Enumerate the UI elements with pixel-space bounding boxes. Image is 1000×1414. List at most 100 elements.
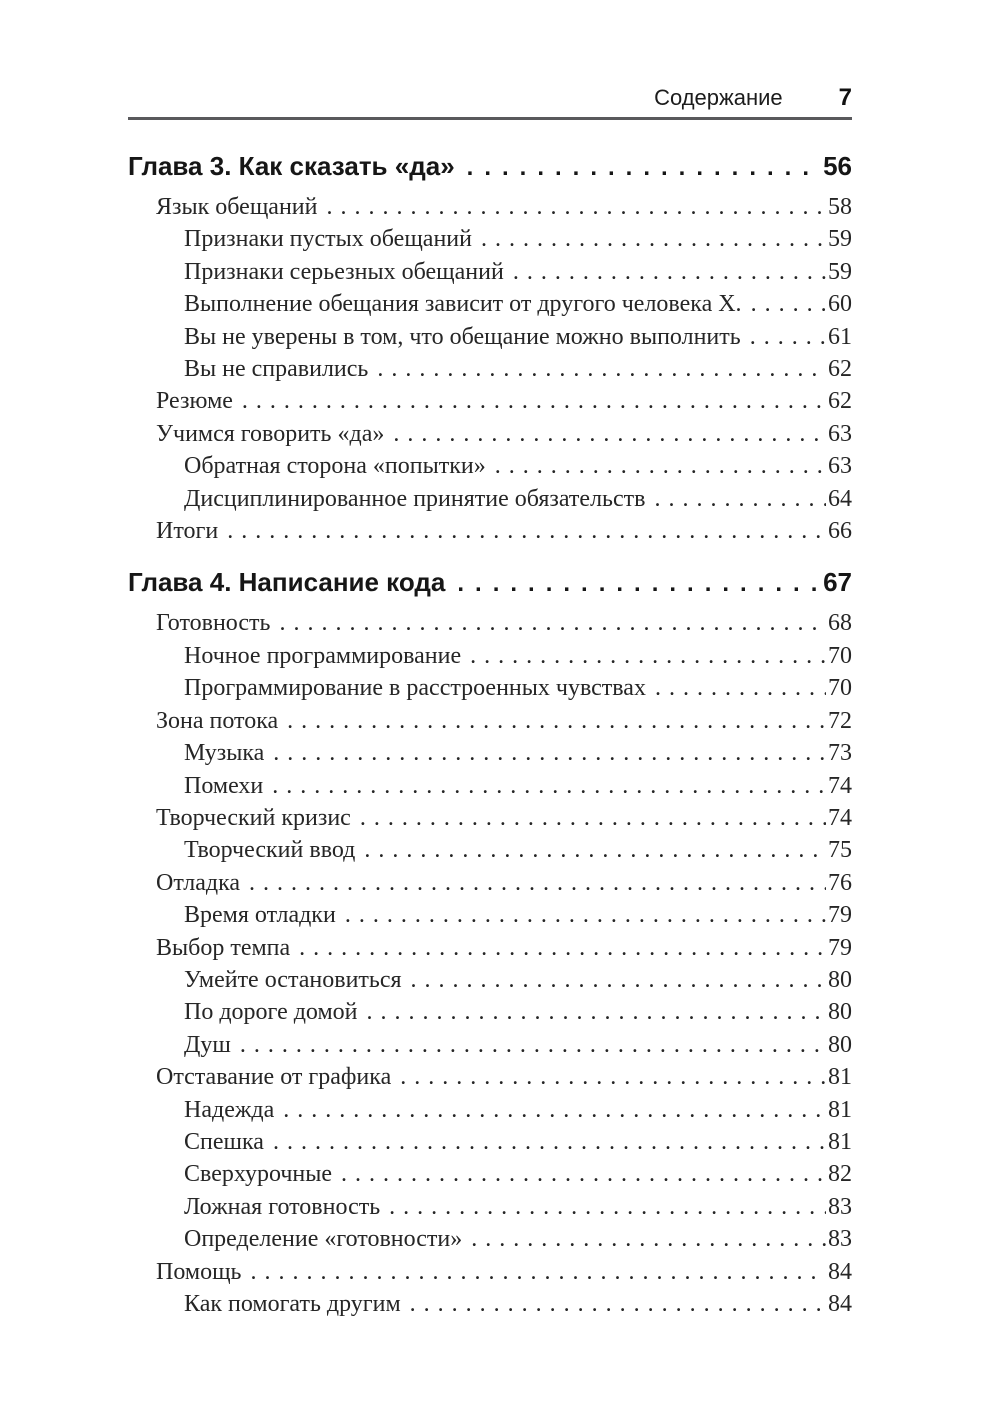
toc-entry-page: 80 [828,999,852,1026]
toc-entry-title: Творческий кризис [156,804,351,831]
toc-entry-page: 59 [828,258,852,285]
toc-chapter-title: Глава 3. Как сказать «да» [128,151,455,181]
toc-entry-page: 81 [828,1128,852,1155]
toc-entry-page: 63 [828,420,852,447]
toc-entry-title: Отставание от графика [156,1064,392,1091]
toc-entry-page: 83 [828,1226,852,1253]
toc-entry-title: Выполнение обещания зависит от другого ч… [184,291,742,318]
toc-entry-title: Дисциплинированное принятие обязательств [184,485,646,512]
dot-leader [251,1256,827,1288]
toc-entry-title: Спешка [184,1128,264,1155]
dot-leader [655,672,826,704]
dot-leader [750,321,826,353]
toc-entry-title: Резюме [156,388,233,415]
toc-entry-page: 61 [828,323,852,350]
dot-leader [364,834,826,866]
toc-entry-row: Спешка 81 [128,1126,852,1158]
toc-entry-row: Язык обещаний 58 [128,191,852,223]
dot-leader [227,515,826,547]
toc-entry-title: Музыка [184,740,265,767]
toc-entry-page: 74 [828,772,852,799]
toc-entry-title: Признаки пустых обещаний [184,226,472,253]
toc-entry-page: 70 [828,642,852,669]
toc-entry-row: Выполнение обещания зависит от другого ч… [128,288,852,320]
toc-entry-row: Обратная сторона «попытки» 63 [128,450,852,482]
toc-entry-title: Программирование в расстроенных чувствах [184,675,646,702]
toc-entry-row: Дисциплинированное принятие обязательств… [128,483,852,515]
toc-entry-page: 63 [828,453,852,480]
dot-leader [272,770,826,802]
toc-entry-row: Творческий ввод 75 [128,834,852,866]
toc-entry-row: Выбор темпа 79 [128,932,852,964]
toc-entry-row: Музыка 73 [128,737,852,769]
toc-entry-title: Помощь [156,1258,242,1285]
dot-leader [273,1126,826,1158]
dot-leader [273,737,826,769]
toc-entry-title: Обратная сторона «попытки» [184,453,486,480]
page-content: Содержание 7 Глава 3. Как сказать «да» 5… [0,0,1000,1320]
toc-entry-title: Ночное программирование [184,642,462,669]
toc-entry-page: 66 [828,518,852,545]
header-rule [128,117,852,120]
dot-leader [360,802,826,834]
toc-entry-row: Творческий кризис 74 [128,802,852,834]
dot-leader [242,385,826,417]
toc-chapter-page: 56 [823,151,852,181]
toc-entry-page: 73 [828,740,852,767]
toc-entry-title: Сверхурочные [184,1161,333,1188]
toc-entry-row: Программирование в расстроенных чувствах… [128,672,852,704]
toc-entry-row: Помехи 74 [128,770,852,802]
toc-entry-row: Душ 80 [128,1029,852,1061]
toc-chapter-title: Глава 4. Написание кода [128,567,446,598]
dot-leader [345,899,826,931]
dot-leader [283,1094,826,1126]
toc-entry-row: Готовность 68 [128,607,852,639]
toc-entry-page: 83 [828,1193,852,1220]
dot-leader [287,705,826,737]
dot-leader [457,562,819,604]
toc-entry-title: Вы не уверены в том, что обещание можно … [184,323,741,350]
toc-entry-page: 62 [828,388,852,415]
toc-entry-title: Выбор темпа [156,934,291,961]
toc-entry-row: Итоги 66 [128,515,852,547]
toc-entry-page: 84 [828,1291,852,1317]
toc-entry-title: Итоги [156,518,219,545]
toc-chapter-row: Глава 4. Написание кода 67 [128,562,852,604]
toc-entry-title: Учимся говорить «да» [156,420,385,447]
dot-leader [481,223,826,255]
toc-entry-row: Ночное программирование 70 [128,640,852,672]
toc-entry-row: Отставание от графика 81 [128,1061,852,1093]
toc-entry-title: Умейте остановиться [184,966,402,993]
toc-entry-row: Вы не уверены в том, что обещание можно … [128,321,852,353]
toc-entry-page: 81 [828,1096,852,1123]
toc-entry-title: Язык обещаний [156,194,318,220]
toc-entry-row: Время отладки 79 [128,899,852,931]
dot-leader [495,450,826,482]
toc-list: Глава 3. Как сказать «да» 56 Язык обещан… [128,146,852,1320]
toc-entry-row: Как помогать другим 84 [128,1288,852,1320]
toc-entry-row: Сверхурочные 82 [128,1158,852,1190]
toc-entry-page: 62 [828,356,852,383]
toc-entry-row: Учимся говорить «да» 63 [128,418,852,450]
toc-entry-title: Время отладки [184,902,336,929]
running-header-title: Содержание [654,85,783,110]
toc-entry-title: Зона потока [156,707,279,734]
toc-entry-page: 74 [828,804,852,831]
toc-entry-page: 79 [828,902,852,929]
dot-leader [249,867,826,899]
toc-entry-page: 76 [828,869,852,896]
toc-entry-page: 80 [828,966,852,993]
running-header-page-number: 7 [838,84,852,111]
toc-entry-page: 64 [828,485,852,512]
toc-entry-title: Надежда [184,1096,275,1123]
toc-entry-page: 79 [828,934,852,961]
toc-entry-row: Признаки серьезных обещаний 59 [128,256,852,288]
toc-entry-page: 82 [828,1161,852,1188]
toc-entry-title: Как помогать другим [184,1291,401,1317]
toc-entry-title: Помехи [184,772,264,799]
toc-entry-title: Ложная готовность [184,1193,381,1220]
dot-leader [471,1223,826,1255]
toc-entry-title: По дороге домой [184,999,358,1026]
dot-leader [377,353,826,385]
toc-entry-page: 75 [828,837,852,864]
